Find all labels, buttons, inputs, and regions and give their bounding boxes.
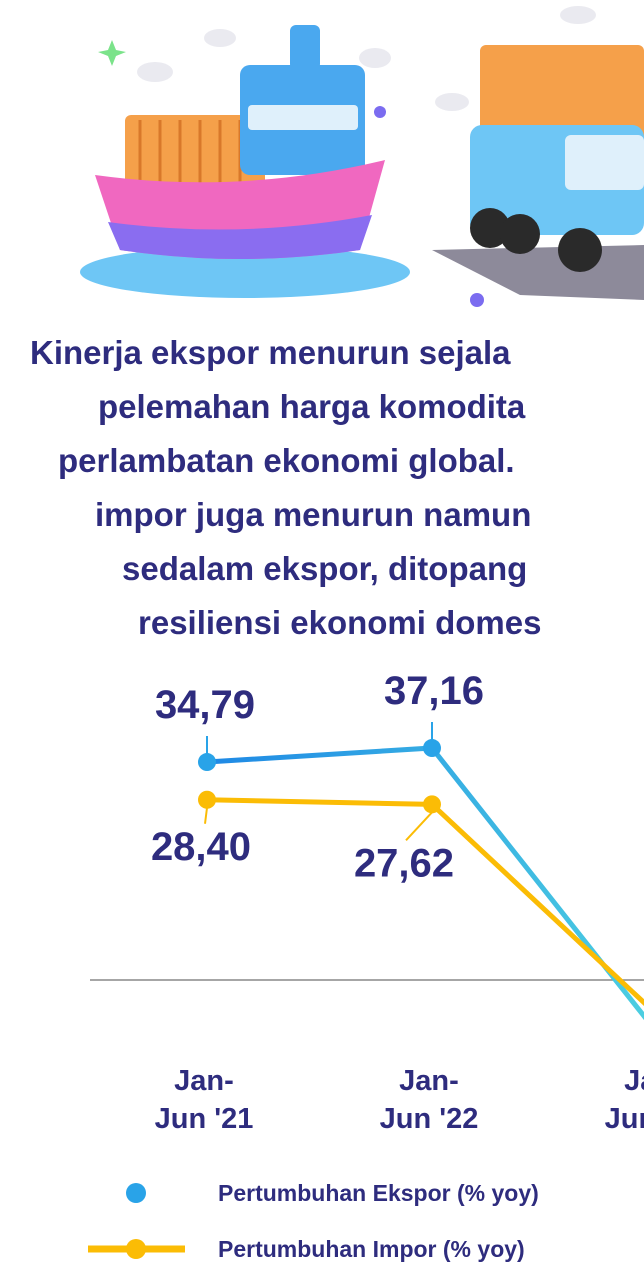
- leader: [406, 812, 432, 840]
- value-label: 37,16: [384, 669, 484, 713]
- value-label: 27,62: [354, 841, 454, 885]
- point: [423, 795, 441, 813]
- title-line: impor juga menurun namun: [95, 496, 531, 533]
- legend-swatch-dot: [126, 1183, 146, 1203]
- title-line: pelemahan harga komodita: [98, 388, 526, 425]
- page: Kinerja ekspor menurun sejala pelemahan h…: [0, 0, 644, 1277]
- value-label: 34,79: [155, 683, 255, 727]
- series-line: [207, 748, 644, 1032]
- illustration: [80, 6, 644, 307]
- title-line: Kinerja ekspor menurun sejala: [30, 334, 511, 371]
- x-tick-label: Jan-Jun '22: [380, 1065, 479, 1135]
- title-line: perlambatan ekonomi global.: [58, 442, 515, 479]
- point: [423, 739, 441, 757]
- chart: Kinerja ekspor menurun sejala pelemahan h…: [0, 0, 644, 1277]
- point: [198, 791, 216, 809]
- plot: 34,79 37,16 28,40 27,62 Jan-Jun '21 Jan-Jun '…: [88, 669, 644, 1262]
- series-line: [207, 800, 644, 1015]
- title-line: sedalam ekspor, ditopang: [122, 550, 527, 587]
- value-label: 28,40: [151, 825, 251, 869]
- x-tick-label: Jan-Jun '23: [605, 1065, 644, 1135]
- x-tick-label: Jan-Jun '21: [155, 1065, 254, 1135]
- point: [198, 753, 216, 771]
- title-line: resiliensi ekonomi domes: [138, 604, 541, 641]
- legend-label: Pertumbuhan Impor (% yoy): [218, 1236, 525, 1262]
- title: Kinerja ekspor menurun sejala pelemahan h…: [30, 334, 541, 641]
- leader: [205, 808, 207, 824]
- legend-label: Pertumbuhan Ekspor (% yoy): [218, 1180, 539, 1206]
- legend-swatch-dot: [126, 1239, 146, 1259]
